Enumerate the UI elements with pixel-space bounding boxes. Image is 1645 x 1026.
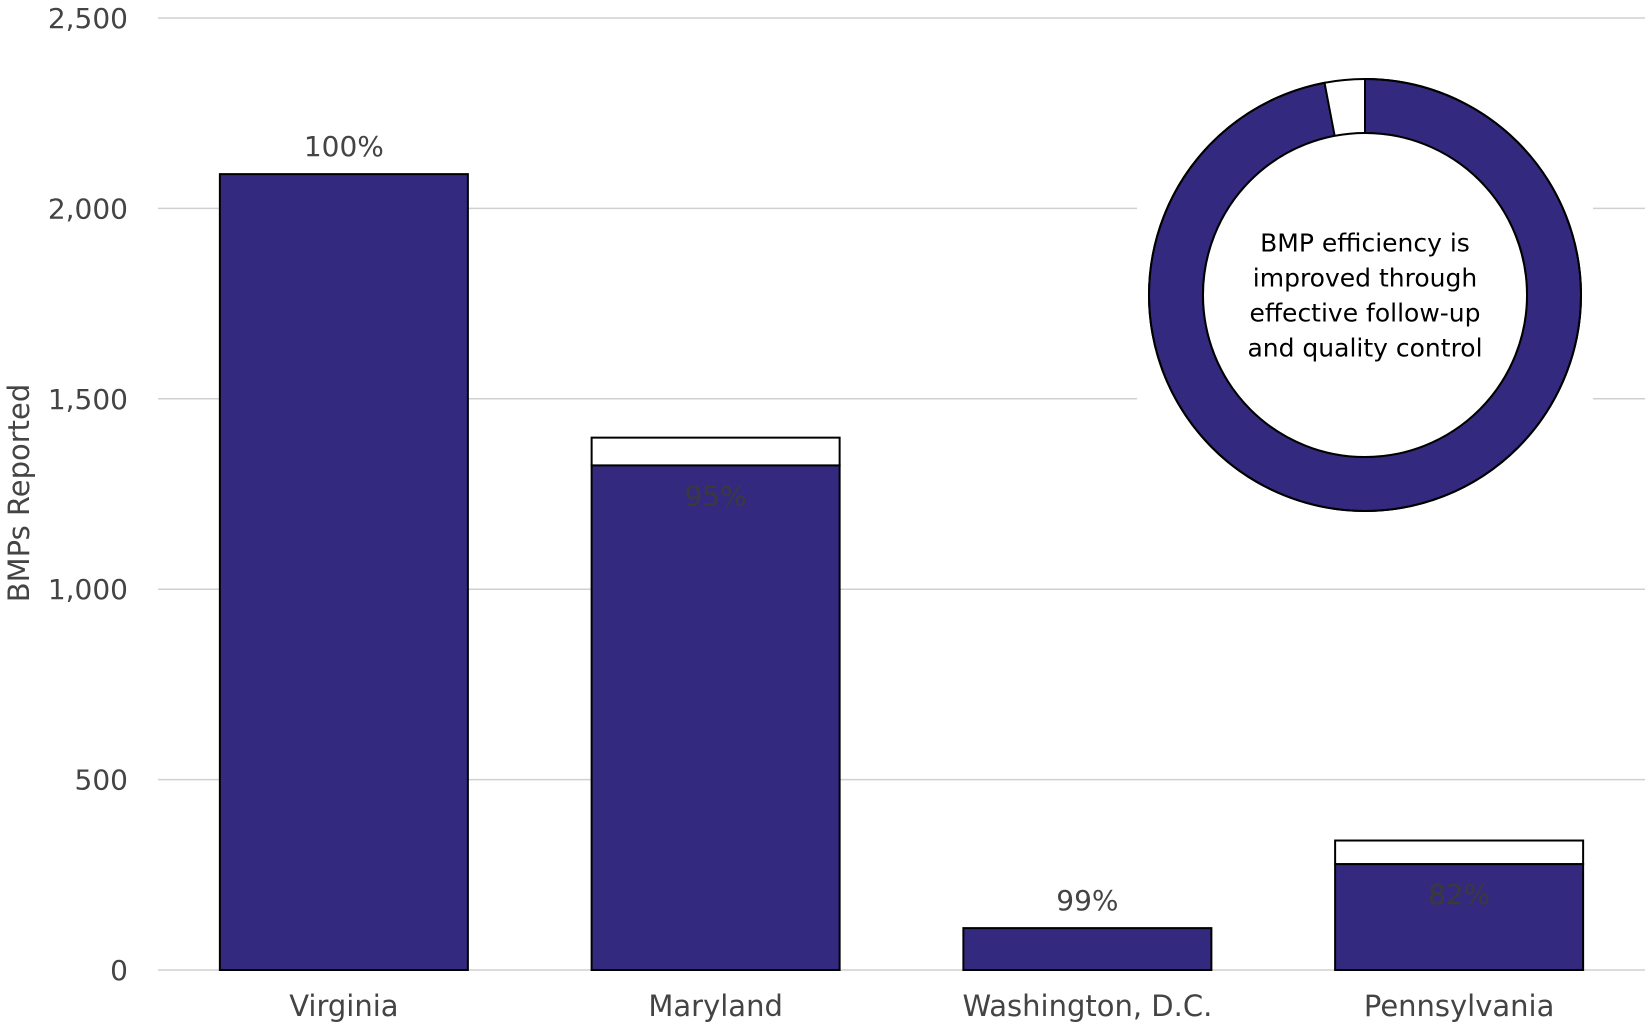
annotation-text-line: effective follow-up <box>1249 299 1480 328</box>
data-label: 82% <box>1428 878 1490 911</box>
annotation-text-line: BMP efficiency is <box>1260 229 1470 258</box>
y-tick-label: 2,000 <box>48 192 128 225</box>
y-tick-label: 0 <box>110 954 128 987</box>
x-category-label: Pennsylvania <box>1364 989 1555 1023</box>
y-tick-label: 2,500 <box>48 2 128 35</box>
bar-segment-reported <box>220 174 468 970</box>
bar-segment-remaining <box>1335 841 1583 865</box>
data-label: 99% <box>1056 884 1118 917</box>
annotation-text-line: and quality control <box>1247 334 1482 363</box>
donut-inner-edge <box>1203 133 1527 457</box>
y-axis-ticks: 0 500 1,000 1,500 2,000 2,500 <box>48 2 128 987</box>
y-tick-label: 1,000 <box>48 573 128 606</box>
bar-segment-remaining <box>592 438 840 466</box>
y-tick-label: 500 <box>75 764 128 797</box>
bar-segment-reported <box>592 465 840 970</box>
data-label: 100% <box>304 130 384 163</box>
x-category-label: Maryland <box>648 989 783 1023</box>
efficiency-donut: BMP efficiency is improved through effecti… <box>1137 67 1593 523</box>
bar-segment-reported <box>963 928 1211 970</box>
x-category-label: Washington, D.C. <box>962 989 1212 1023</box>
y-axis-label: BMPs Reported <box>2 384 36 603</box>
annotation-text-line: improved through <box>1253 264 1477 293</box>
data-label: 95% <box>685 479 747 512</box>
y-tick-label: 1,500 <box>48 383 128 416</box>
x-category-label: Virginia <box>289 989 398 1023</box>
x-axis-categories: Virginia Maryland Washington, D.C. Pennsylv… <box>289 989 1554 1023</box>
